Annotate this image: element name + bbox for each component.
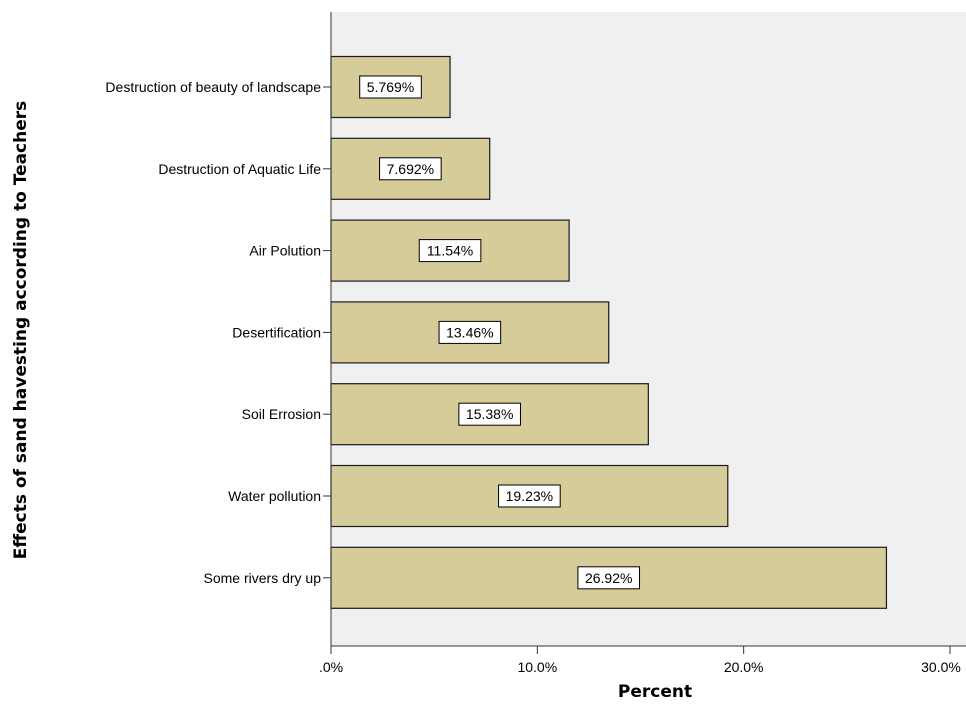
- category-label: Some rivers dry up: [204, 570, 322, 586]
- data-label-box: [498, 484, 561, 508]
- category-label: Destruction of beauty of landscape: [105, 79, 321, 95]
- data-label: 15.38%: [466, 406, 513, 422]
- data-label-box: [359, 75, 422, 99]
- data-label-box: [418, 239, 482, 263]
- data-label: 7.692%: [387, 161, 434, 177]
- x-tick-label: .0%: [319, 659, 343, 675]
- category-label: Soil Errosion: [242, 406, 321, 422]
- data-label: 19.23%: [506, 488, 553, 504]
- data-label-box: [577, 566, 641, 590]
- data-label: 5.769%: [367, 79, 414, 95]
- category-label: Water pollution: [228, 488, 321, 504]
- x-tick-label: 30.0%: [921, 659, 961, 675]
- y-axis-title: Effects of sand havesting according to T…: [11, 101, 31, 560]
- data-label: 13.46%: [446, 324, 493, 340]
- x-tick-label: 20.0%: [724, 659, 764, 675]
- data-label-box: [458, 402, 521, 426]
- x-tick-label: 10.0%: [517, 659, 557, 675]
- data-label: 26.92%: [585, 570, 632, 586]
- category-label: Air Polution: [249, 243, 321, 259]
- data-label: 11.54%: [427, 243, 473, 259]
- data-label-box: [438, 320, 502, 344]
- x-axis-title: Percent: [618, 682, 692, 702]
- data-label-box: [379, 157, 442, 181]
- category-label: Destruction of Aquatic Life: [158, 161, 321, 177]
- category-label: Desertification: [232, 324, 321, 340]
